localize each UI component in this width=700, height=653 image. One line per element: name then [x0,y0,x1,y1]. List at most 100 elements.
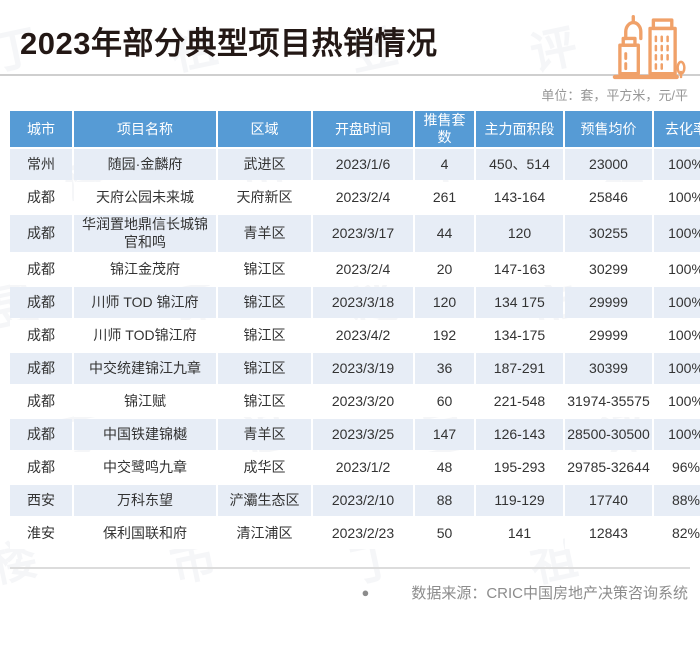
table-cell: 29785-32644 [565,452,652,483]
page-title: 2023年部分典型项目热销情况 [20,26,438,61]
city-buildings-icon [602,10,688,82]
table-cell: 221-548 [476,386,563,417]
table-cell: 锦江区 [218,254,311,285]
table-cell: 2023/2/10 [313,485,413,516]
column-header: 开盘时间 [313,111,413,147]
table-cell: 100% [654,182,700,213]
table-cell: 2023/3/18 [313,287,413,318]
table-cell: 100% [654,320,700,351]
table-row: 成都 川师 TOD锦江府 锦江区 2023/4/2 192 134-175 29999 100… [10,320,700,351]
table-cell: 44 [415,215,474,252]
table-cell: 96% [654,452,700,483]
table-row: 淮安 保利国联和府 清江浦区 2023/2/23 50 141 12843 82% [10,518,700,549]
table-cell: 100% [654,386,700,417]
table-cell: 126-143 [476,419,563,450]
table-row: 成都 中国铁建锦樾 青羊区 2023/3/25 147 126-143 28500-3050… [10,419,700,450]
table-cell: 2023/1/2 [313,452,413,483]
table-cell: 88 [415,485,474,516]
table-cell: 浐灞生态区 [218,485,311,516]
table-cell: 天府新区 [218,182,311,213]
table-cell: 100% [654,353,700,384]
table-cell: 成都 [10,452,72,483]
table-cell: 成都 [10,419,72,450]
table-cell: 100% [654,287,700,318]
table-cell: 2023/2/4 [313,254,413,285]
table-cell: 100% [654,254,700,285]
table-cell: 88% [654,485,700,516]
table-cell: 青羊区 [218,215,311,252]
table-cell: 保利国联和府 [74,518,216,549]
table-cell: 成都 [10,320,72,351]
table-cell: 锦江金茂府 [74,254,216,285]
table-cell: 23000 [565,149,652,180]
table-cell: 30255 [565,215,652,252]
table-cell: 2023/3/19 [313,353,413,384]
table-cell: 30299 [565,254,652,285]
table-cell: 12843 [565,518,652,549]
table-cell: 50 [415,518,474,549]
table-cell: 4 [415,149,474,180]
table-cell: 120 [415,287,474,318]
table-cell: 中交统建锦江九章 [74,353,216,384]
table-cell: 17740 [565,485,652,516]
table-cell: 20 [415,254,474,285]
table-cell: 锦江区 [218,386,311,417]
table-cell: 2023/4/2 [313,320,413,351]
table-cell: 西安 [10,485,72,516]
table-head: 城市项目名称区域开盘时间推售套数主力面积段预售均价去化率 [10,111,700,147]
table-cell: 100% [654,419,700,450]
table-cell: 29999 [565,320,652,351]
column-header: 推售套数 [415,111,474,147]
table-cell: 成都 [10,287,72,318]
data-source-text: 数据来源：CRIC中国房地产决策咨询系统 [411,585,688,602]
unit-note: 单位：套，平方米，元/平 [541,88,688,103]
table-cell: 192 [415,320,474,351]
table-cell: 134-175 [476,320,563,351]
table-cell: 195-293 [476,452,563,483]
column-header: 项目名称 [74,111,216,147]
table-cell: 成都 [10,386,72,417]
table-row: 成都 锦江赋 锦江区 2023/3/20 60 221-548 31974-35575 100… [10,386,700,417]
table-cell: 锦江区 [218,353,311,384]
table-cell: 淮安 [10,518,72,549]
table-cell: 120 [476,215,563,252]
table-cell: 147-163 [476,254,563,285]
table-cell: 武进区 [218,149,311,180]
table-cell: 成都 [10,215,72,252]
table-cell: 成都 [10,254,72,285]
table-cell: 141 [476,518,563,549]
table-cell: 134 175 [476,287,563,318]
table-cell: 成华区 [218,452,311,483]
table-cell: 中交鹭鸣九章 [74,452,216,483]
table-cell: 31974-35575 [565,386,652,417]
table-cell: 锦江区 [218,320,311,351]
table-cell: 中国铁建锦樾 [74,419,216,450]
hot-sales-table: 城市项目名称区域开盘时间推售套数主力面积段预售均价去化率 常州随园·金麟府武进区… [8,109,700,551]
table-cell: 82% [654,518,700,549]
table-cell: 60 [415,386,474,417]
title-divider [0,74,700,76]
table-cell: 2023/3/17 [313,215,413,252]
table-cell: 30399 [565,353,652,384]
table-cell: 锦江赋 [74,386,216,417]
table-cell: 119-129 [476,485,563,516]
table-cell: 25846 [565,182,652,213]
footer-divider [10,567,690,569]
table-cell: 2023/3/25 [313,419,413,450]
column-header: 预售均价 [565,111,652,147]
table-header-row: 城市项目名称区域开盘时间推售套数主力面积段预售均价去化率 [10,111,700,147]
table-cell: 川师 TOD 锦江府 [74,287,216,318]
table-cell: 29999 [565,287,652,318]
header: 2023年部分典型项目热销情况 [0,0,700,80]
table-cell: 100% [654,149,700,180]
table-cell: 锦江区 [218,287,311,318]
column-header: 去化率 [654,111,700,147]
table-cell: 2023/3/20 [313,386,413,417]
footer: ● 数据来源：CRIC中国房地产决策咨询系统 [0,569,700,603]
